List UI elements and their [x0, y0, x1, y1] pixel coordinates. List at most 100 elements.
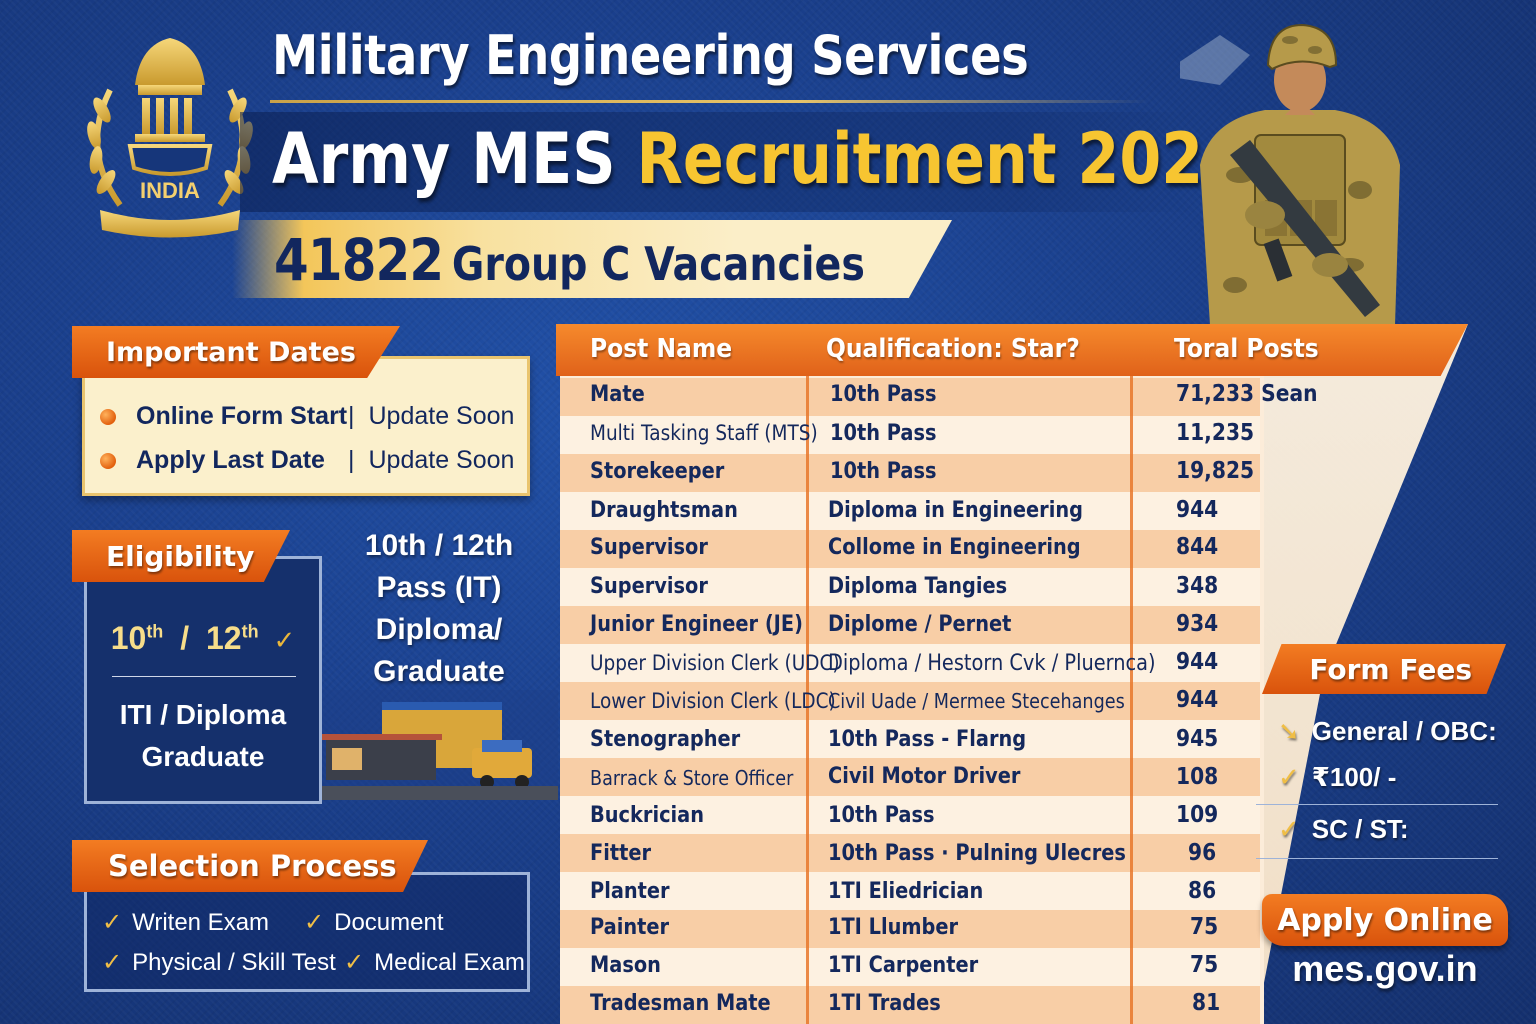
cell-post: Planter — [590, 879, 670, 904]
table-row — [560, 910, 1260, 948]
title-recruitment: Recruitment 2026 — [636, 118, 1246, 200]
cell-qualification: 1TI Carpenter — [828, 953, 979, 978]
cell-post: Storekeeper — [590, 459, 725, 484]
vacancy-count: 41822 — [274, 226, 444, 294]
india-emblem-icon: INDIA — [87, 38, 253, 238]
selection-item-medical-exam: ✓ Medical Exam — [344, 949, 525, 976]
selection-item-physical-skill-test: ✓ Physical / Skill Test — [102, 949, 336, 976]
cell-total: 19,825 — [1176, 458, 1255, 484]
header-post-name: Post Name — [590, 334, 733, 364]
column-divider — [1130, 324, 1133, 1024]
selection-item-document: ✓ Document — [304, 909, 444, 936]
table-row — [560, 796, 1260, 834]
cell-post: Stenographer — [590, 727, 741, 752]
header-total-posts: Toral Posts — [1174, 334, 1319, 364]
side-line: Pass (IT) — [376, 571, 502, 604]
cell-post: Supervisor — [590, 535, 708, 560]
column-divider — [806, 324, 809, 1024]
page-title: Army MES Recruitment 2026 — [272, 118, 1245, 200]
website-link[interactable]: mes.gov.in — [1292, 948, 1478, 989]
cell-total: 75 — [1190, 952, 1219, 978]
cell-qualification: 10th Pass — [828, 803, 935, 828]
date-value: Update Soon — [368, 446, 515, 474]
table-row — [560, 644, 1260, 682]
org-title: Military Engineering Services — [272, 24, 1029, 87]
title-band — [240, 112, 1200, 212]
cell-post: Upper Division Clerk (UDC) — [590, 651, 840, 675]
apply-online-button[interactable]: Apply Online — [1262, 894, 1508, 946]
eligibility-divider — [112, 676, 296, 677]
cell-total: 71,233 Sean — [1176, 381, 1318, 407]
svg-text:INDIA: INDIA — [140, 178, 200, 203]
table-row — [560, 378, 1260, 416]
cell-qualification: 1TI Llumber — [828, 915, 959, 940]
title-army-mes: Army MES — [272, 118, 616, 200]
check-icon: ✓ — [1278, 814, 1300, 844]
cell-qualification: Diploma Tangies — [828, 574, 1008, 599]
cell-post: Lower Division Clerk (LDC) — [590, 689, 836, 713]
table-row — [560, 986, 1260, 1024]
grade-12-suffix: th — [241, 621, 259, 642]
cell-total: 844 — [1176, 534, 1219, 560]
grade-12: 12 — [205, 620, 242, 656]
cell-total: 108 — [1176, 764, 1219, 790]
cell-post: Mate — [590, 382, 645, 407]
vacancy-table: Post Name Qualification: Star? Toral Pos… — [556, 324, 1468, 1024]
table-row — [560, 530, 1260, 568]
cell-post: Buckrician — [590, 803, 705, 828]
eligibility-grades: 10th / 12th ✓ — [84, 620, 322, 657]
cell-total: 96 — [1188, 840, 1217, 866]
date-row-online-form-start: Online Form Start | Update Soon — [100, 402, 514, 431]
fee-general-amount: ✓ ₹100/ - — [1278, 762, 1397, 792]
cell-post: Fitter — [590, 841, 652, 866]
cell-total: 944 — [1176, 497, 1219, 523]
cell-post: Junior Engineer (JE) — [590, 612, 803, 637]
check-icon: ✓ — [344, 949, 365, 976]
cell-total: 109 — [1176, 802, 1219, 828]
fee-divider — [1256, 804, 1498, 805]
cell-qualification: 10th Pass - Flarng — [828, 727, 1027, 752]
table-row — [560, 834, 1260, 872]
bullet-icon — [100, 408, 116, 425]
table-header: Post Name Qualification: Star? Toral Pos… — [556, 324, 1468, 376]
cell-total: 944 — [1176, 687, 1219, 713]
table-row — [560, 682, 1260, 720]
grade-10-suffix: th — [146, 621, 164, 642]
soldier-illustration-icon — [1180, 23, 1400, 325]
date-value: Update Soon — [368, 402, 515, 430]
cell-qualification: 10th Pass — [830, 459, 937, 484]
form-fees-title: Form Fees — [1262, 644, 1506, 694]
check-icon: ✓ — [1278, 762, 1300, 792]
bullet-icon — [100, 452, 116, 469]
cell-qualification: Diplome / Pernet — [828, 612, 1012, 637]
cell-total: 348 — [1176, 573, 1219, 599]
eligibility-title: Eligibility — [72, 530, 290, 582]
eligibility-sub: ITI / Diploma Graduate — [84, 694, 322, 778]
grade-10: 10 — [110, 620, 147, 656]
title-divider — [270, 100, 1150, 103]
eligibility-sub-line: Graduate — [141, 741, 265, 772]
table-row — [560, 948, 1260, 986]
cell-post: Tradesman Mate — [590, 991, 771, 1016]
grade-separator: / — [180, 620, 190, 656]
selection-item-written-exam: ✓ Writen Exam — [102, 909, 270, 936]
cell-total: 86 — [1188, 878, 1217, 904]
eligibility-side-text: 10th / 12th Pass (IT) Diploma/ Graduate — [336, 525, 542, 693]
table-row — [560, 758, 1260, 796]
fee-sc-st: ✓ SC / ST: — [1278, 814, 1409, 844]
important-dates-panel — [82, 356, 530, 496]
cell-qualification: Civil Uade / Mermee Stecehanges — [828, 689, 1125, 713]
cell-post: Painter — [590, 915, 670, 940]
cell-post: Draughtsman — [590, 498, 738, 523]
fee-general-obc: ➘ General / OBC: — [1278, 716, 1497, 746]
arrow-icon: ➘ — [1278, 716, 1300, 746]
cell-total: 75 — [1190, 914, 1219, 940]
cell-post: Multi Tasking Staff (MTS) — [590, 421, 818, 445]
table-row — [560, 492, 1260, 530]
cell-qualification: Collome in Engineering — [828, 535, 1081, 560]
side-line: Graduate — [373, 655, 505, 688]
check-icon: ✓ — [273, 625, 296, 655]
side-line: Diploma/ — [375, 613, 503, 646]
table-row — [560, 720, 1260, 758]
cell-qualification: Civil Motor Driver — [828, 764, 1021, 789]
